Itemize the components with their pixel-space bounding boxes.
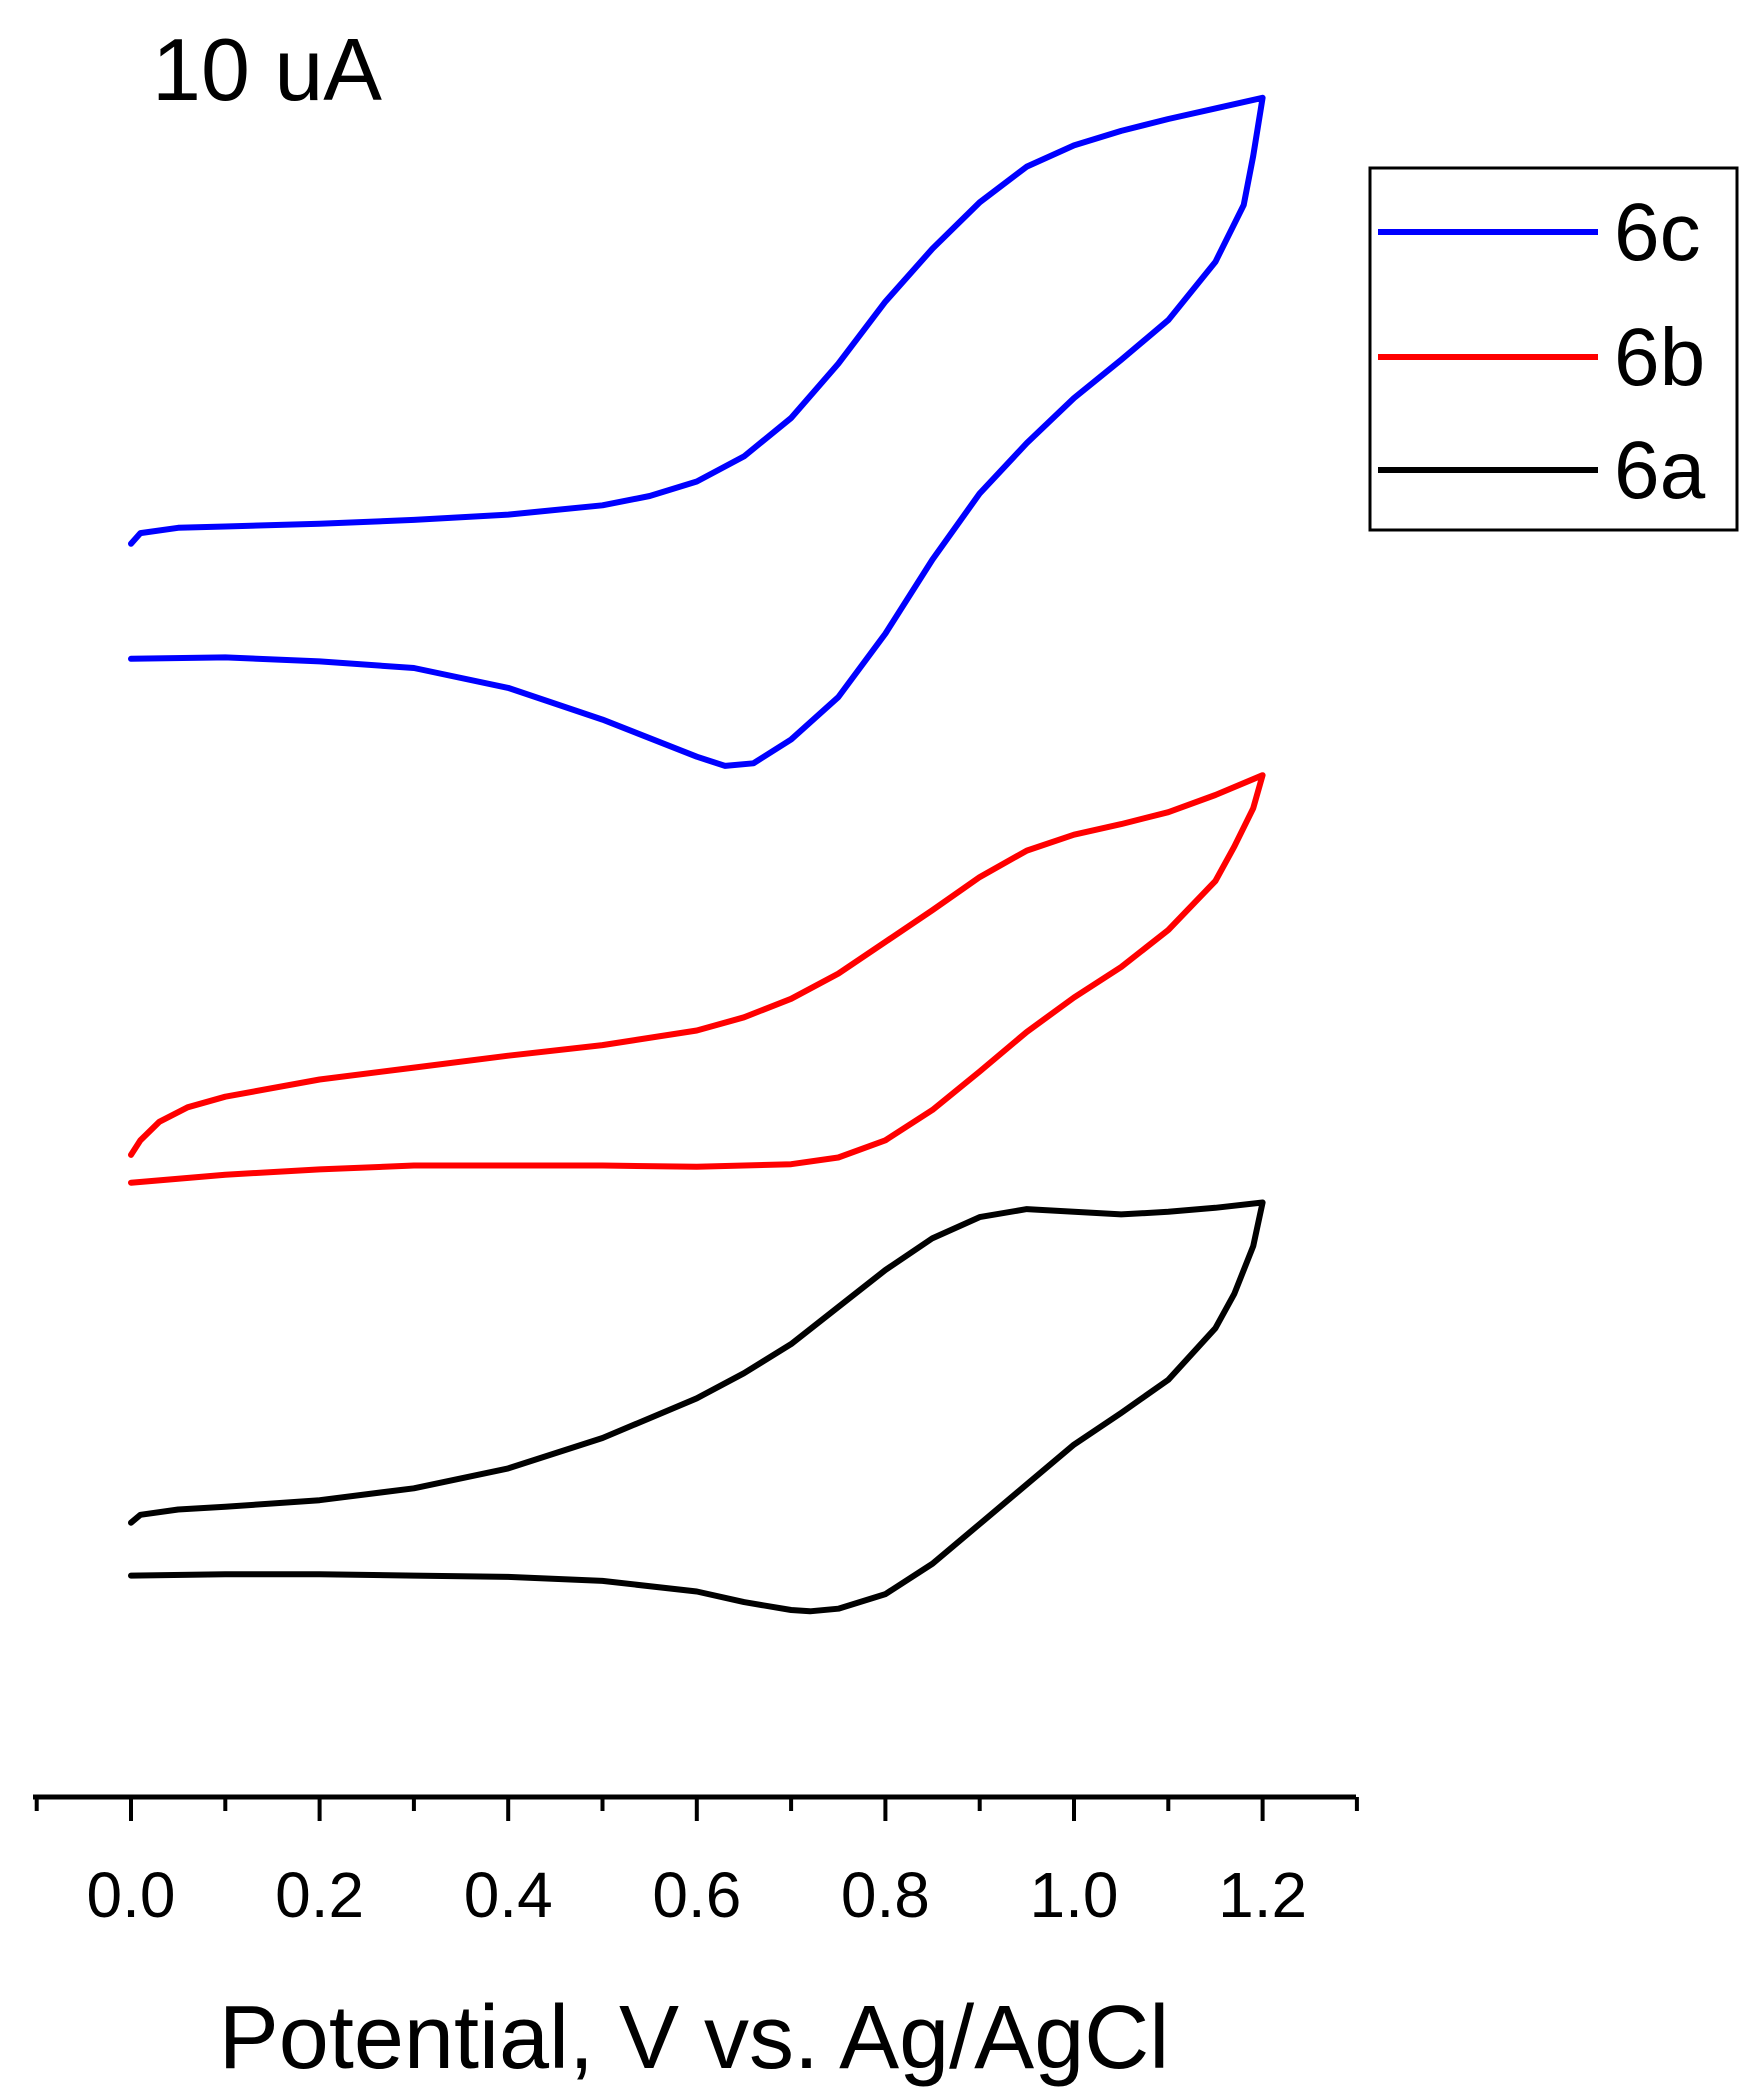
traces-group	[128, 94, 1266, 1615]
series-line-6b	[128, 772, 1266, 1186]
series-line-6c	[128, 94, 1266, 769]
x-tick-label: 1.0	[1030, 1859, 1119, 1931]
scale-bar-label: 10 uA	[152, 20, 382, 119]
x-tick-label: 1.2	[1218, 1859, 1307, 1931]
x-tick-label: 0.2	[275, 1859, 364, 1931]
legend-label-6c: 6c	[1614, 187, 1701, 278]
x-tick-label: 0.8	[841, 1859, 930, 1931]
x-tick-label: 0.4	[464, 1859, 553, 1931]
x-tick-label: 0.6	[652, 1859, 741, 1931]
x-tick-label: 0.0	[87, 1859, 176, 1931]
series-line-6a	[128, 1199, 1266, 1615]
x-axis-title: Potential, V vs. Ag/AgCl	[219, 1988, 1170, 2088]
legend: 6c 6b 6a	[1368, 166, 1739, 532]
legend-label-6a: 6a	[1614, 425, 1706, 516]
x-axis: 0.0 0.2 0.4 0.6 0.8 1.0 1.2	[33, 1794, 1359, 1931]
legend-label-6b: 6b	[1614, 312, 1705, 403]
